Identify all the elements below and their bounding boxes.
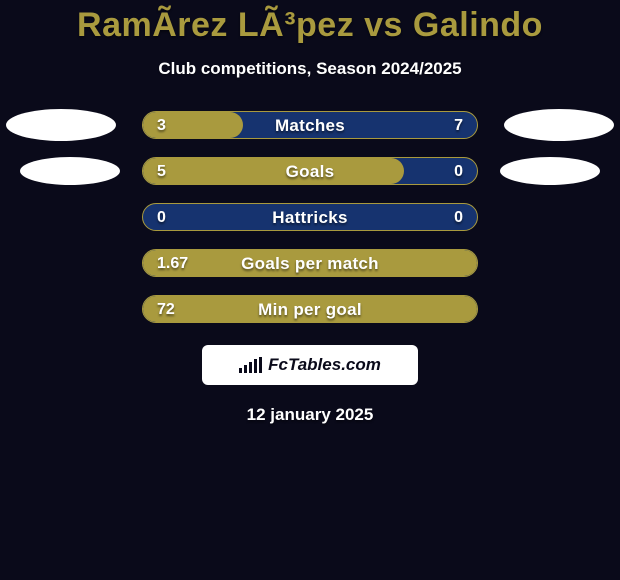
brand-text: FcTables.com [268, 355, 381, 375]
stat-row: 5 Goals 0 [0, 157, 620, 185]
avatar-right [504, 109, 614, 141]
subtitle: Club competitions, Season 2024/2025 [0, 59, 620, 79]
brand-chart-icon [239, 357, 262, 373]
avatar-left [6, 109, 116, 141]
stat-label: Min per goal [143, 296, 477, 323]
stat-row: 3 Matches 7 [0, 111, 620, 139]
stat-value-right: 0 [454, 204, 463, 231]
stat-label: Matches [143, 112, 477, 139]
stat-bar: 72 Min per goal [142, 295, 478, 323]
stat-row: 1.67 Goals per match [0, 249, 620, 277]
stat-label: Goals per match [143, 250, 477, 277]
page-title: RamÃ­rez LÃ³pez vs Galindo [0, 0, 620, 45]
avatar-right [500, 157, 600, 185]
avatar-left [20, 157, 120, 185]
stat-row: 0 Hattricks 0 [0, 203, 620, 231]
stat-bar: 0 Hattricks 0 [142, 203, 478, 231]
date: 12 january 2025 [0, 405, 620, 425]
stat-value-right: 0 [454, 158, 463, 185]
stats-bars: 3 Matches 7 5 Goals 0 0 Hattricks 0 [0, 111, 620, 323]
stat-bar: 1.67 Goals per match [142, 249, 478, 277]
stat-label: Goals [143, 158, 477, 185]
infographic-canvas: RamÃ­rez LÃ³pez vs Galindo Club competit… [0, 0, 620, 580]
stat-label: Hattricks [143, 204, 477, 231]
stat-row: 72 Min per goal [0, 295, 620, 323]
stat-bar: 3 Matches 7 [142, 111, 478, 139]
stat-bar: 5 Goals 0 [142, 157, 478, 185]
stat-value-right: 7 [454, 112, 463, 139]
brand-box: FcTables.com [202, 345, 418, 385]
